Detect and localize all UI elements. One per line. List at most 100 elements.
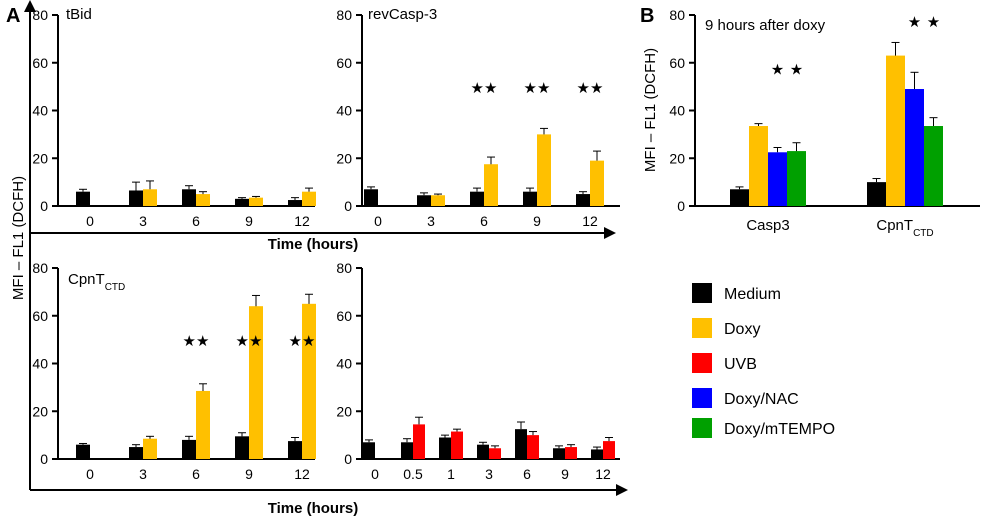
panel-a-up-arrow-icon <box>24 0 36 12</box>
chart-revcasp3-title: revCasp-3 <box>368 6 437 23</box>
chart-uvb-ytick-label-60: 60 <box>336 308 352 324</box>
chart-revcasp3-bar-medium-0 <box>364 189 378 206</box>
chart-uvb-ytick-label-40: 40 <box>336 356 352 372</box>
legend-swatch-doxy-mtempo <box>692 418 712 438</box>
chart-cpnt-xlabel-9: 9 <box>245 466 253 482</box>
legend-swatch-doxy-nac <box>692 388 712 408</box>
chart-revcasp3-xlabel-12: 12 <box>582 213 598 229</box>
chart-nine-hours-bar-medium-cpnt <box>867 182 886 206</box>
chart-tbid-xlabel-3: 3 <box>139 213 147 229</box>
chart-revcasp3-ytick-label-80: 80 <box>336 7 352 23</box>
chart-uvb-bar-medium-1 <box>439 437 451 459</box>
chart-cpnt-bar-doxy-3 <box>143 438 157 459</box>
chart-revcasp3-ytick-label-0: 0 <box>344 198 352 214</box>
bottom-right-arrow-icon <box>616 484 628 496</box>
chart-nine-hours-star-doxy-nac-cpnt: ★ <box>908 14 921 31</box>
chart-uvb-bar-uvb-6 <box>527 435 539 459</box>
chart-uvb-xlabel-9: 9 <box>561 466 569 482</box>
chart-revcasp3-significance-9: ★★ <box>524 80 551 97</box>
legend-swatch-medium <box>692 283 712 303</box>
chart-uvb-bar-medium-0 <box>363 442 375 459</box>
panel-b-label: B <box>640 5 654 27</box>
legend-label-doxy: Doxy <box>724 321 760 338</box>
chart-uvb-bar-medium-9 <box>553 448 565 459</box>
chart-tbid-bar-medium-12 <box>288 200 302 206</box>
legend-label-medium: Medium <box>724 286 781 303</box>
chart-cpnt-ytick-label-20: 20 <box>32 403 48 419</box>
mid-xlabel: Time (hours) <box>268 236 359 253</box>
chart-nine-hours-ytick-label-20: 20 <box>669 150 685 166</box>
chart-cpnt-ytick-label-0: 0 <box>40 451 48 467</box>
chart-cpnt-bar-doxy-12 <box>302 303 316 459</box>
chart-tbid-ytick-label-80: 80 <box>32 7 48 23</box>
chart-tbid-xlabel-6: 6 <box>192 213 200 229</box>
chart-revcasp3-ytick-label-40: 40 <box>336 103 352 119</box>
chart-cpnt-ytick-label-60: 60 <box>32 308 48 324</box>
chart-cpnt-xlabel-0: 0 <box>86 466 94 482</box>
chart-nine-hours-ytick-label-60: 60 <box>669 55 685 71</box>
chart-uvb-bar-uvb-3 <box>489 448 501 459</box>
chart-cpnt-ytick-label-40: 40 <box>32 356 48 372</box>
chart-nine-hours-bar-doxy-mtempo-casp3 <box>787 151 806 206</box>
chart-nine-hours-ytick-label-80: 80 <box>669 7 685 23</box>
chart-tbid-xlabel-12: 12 <box>294 213 310 229</box>
chart-uvb-bar-medium-0-5 <box>401 442 413 459</box>
legend-label-doxy-nac: Doxy/NAC <box>724 391 799 408</box>
chart-nine-hours-star-doxy-mtempo-cpnt: ★ <box>927 14 940 31</box>
chart-revcasp3-bar-medium-3 <box>417 195 431 206</box>
chart-cpnt-significance-9: ★★ <box>236 333 263 350</box>
legend-swatch-uvb <box>692 353 712 373</box>
bottom-xlabel: Time (hours) <box>268 500 359 517</box>
chart-cpnt-xlabel-6: 6 <box>192 466 200 482</box>
chart-cpnt-title: CpnTCTD <box>68 271 125 293</box>
chart-revcasp3-bar-medium-12 <box>576 194 590 206</box>
panel-a-ylabel: MFI – FL1 (DCFH) <box>10 176 27 300</box>
chart-tbid-bar-medium-3 <box>129 190 143 206</box>
chart-tbid-bar-doxy-12 <box>302 191 316 206</box>
chart-tbid-ytick-label-60: 60 <box>32 55 48 71</box>
chart-revcasp3-bar-doxy-3 <box>431 195 445 206</box>
chart-uvb-bar-uvb-0-5 <box>413 424 425 459</box>
chart-cpnt-bar-doxy-6 <box>196 390 210 459</box>
chart-tbid-xlabel-0: 0 <box>86 213 94 229</box>
chart-revcasp3-bar-doxy-9 <box>537 134 551 206</box>
chart-cpnt-significance-12: ★★ <box>289 333 316 350</box>
chart-revcasp3-bar-medium-9 <box>523 191 537 206</box>
chart-cpnt-significance-6: ★★ <box>183 333 210 350</box>
chart-uvb-bar-uvb-12 <box>603 441 615 459</box>
chart-nine-hours-star-doxy-nac-casp3: ★ <box>771 62 784 79</box>
chart-nine-hours-bar-doxy-nac-casp3 <box>768 152 787 206</box>
chart-uvb-ytick-label-0: 0 <box>344 451 352 467</box>
chart-tbid-bar-doxy-6 <box>196 194 210 206</box>
chart-nine-hours-bar-medium-casp3 <box>730 189 749 206</box>
chart-uvb-ytick-label-80: 80 <box>336 260 352 276</box>
chart-cpnt-bar-medium-3 <box>129 447 143 459</box>
chart-tbid-ytick-label-40: 40 <box>32 103 48 119</box>
chart-tbid-bar-medium-6 <box>182 189 196 206</box>
panel-b-ylabel: MFI – FL1 (DCFH) <box>642 48 659 172</box>
legend: Medium Doxy UVB Doxy/NAC Doxy/mTEMPO <box>692 283 835 438</box>
chart-nine-hours-xlabel-cpnt: CpnTCTD <box>876 217 933 239</box>
chart-tbid-bar-medium-9 <box>235 198 249 206</box>
legend-swatch-doxy <box>692 318 712 338</box>
chart-nine-hours-xlabel-casp3: Casp3 <box>746 217 789 234</box>
chart-cpnt-bar-doxy-9 <box>249 306 263 459</box>
chart-tbid-ytick-label-0: 0 <box>40 198 48 214</box>
chart-revcasp3-significance-6: ★★ <box>471 80 498 97</box>
chart-uvb-xlabel-0: 0 <box>371 466 379 482</box>
chart-nine-hours-bar-doxy-nac-cpnt <box>905 89 924 206</box>
chart-tbid-ytick-label-20: 20 <box>32 150 48 166</box>
chart-cpnt-ytick-label-80: 80 <box>32 260 48 276</box>
chart-revcasp3-xlabel-0: 0 <box>374 213 382 229</box>
chart-nine-hours-ytick-label-0: 0 <box>677 198 685 214</box>
chart-uvb-xlabel-0-5: 0.5 <box>403 466 423 482</box>
chart-nine-hours-bar-doxy-mtempo-cpnt <box>924 126 943 206</box>
chart-uvb-bar-uvb-9 <box>565 447 577 459</box>
chart-tbid-title: tBid <box>66 6 92 23</box>
chart-tbid-bar-doxy-9 <box>249 197 263 206</box>
chart-uvb-bar-medium-3 <box>477 444 489 459</box>
chart-uvb-bar-medium-12 <box>591 449 603 459</box>
chart-uvb-bar-medium-6 <box>515 429 527 459</box>
